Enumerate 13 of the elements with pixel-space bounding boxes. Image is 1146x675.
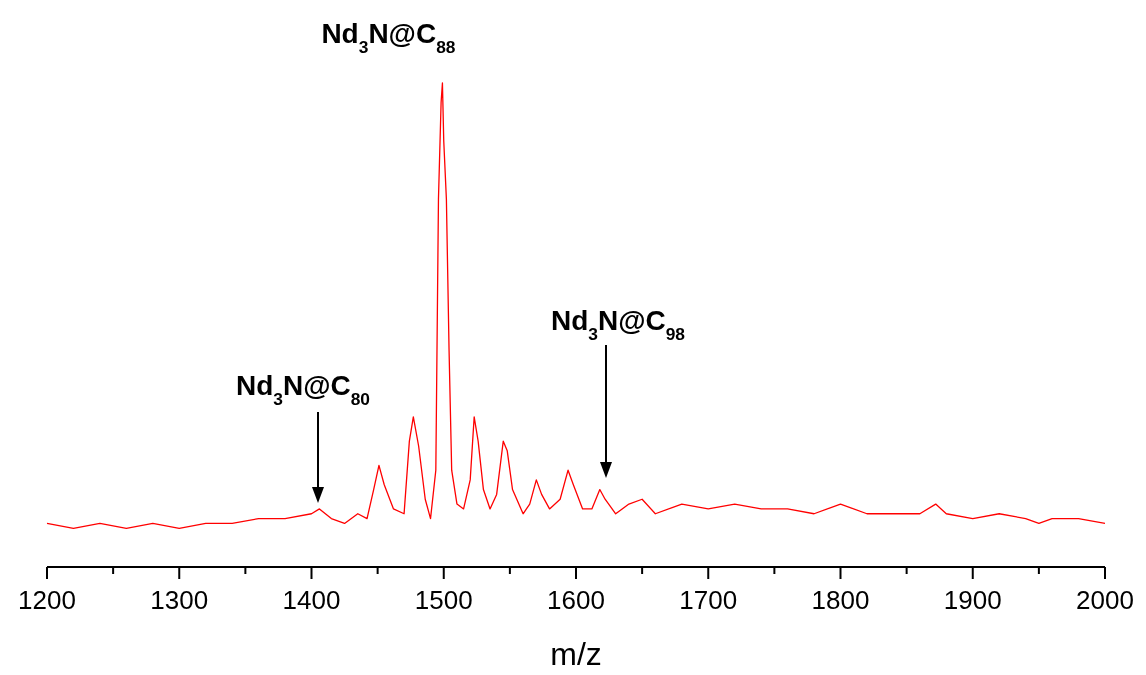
annotation: Nd$_{3}$N@C$_{80}$	[235, 370, 371, 409]
x-tick-label: 1600	[547, 585, 605, 615]
x-tick-label: 1800	[811, 585, 870, 615]
x-tick-label: 1200	[18, 585, 76, 615]
annotation: Nd$_{3}$N@C$_{88}$	[321, 18, 456, 57]
x-tick-label: 1700	[679, 585, 738, 615]
x-axis-title: m/z	[550, 636, 602, 672]
x-tick-label: 1900	[943, 585, 1002, 615]
x-tick-label: 1400	[282, 585, 341, 615]
annotation: Nd$_{3}$N@C$_{98}$	[550, 305, 686, 344]
x-tick-label: 2000	[1076, 585, 1134, 615]
x-tick-label: 1500	[414, 585, 473, 615]
x-tick-label: 1300	[150, 585, 209, 615]
